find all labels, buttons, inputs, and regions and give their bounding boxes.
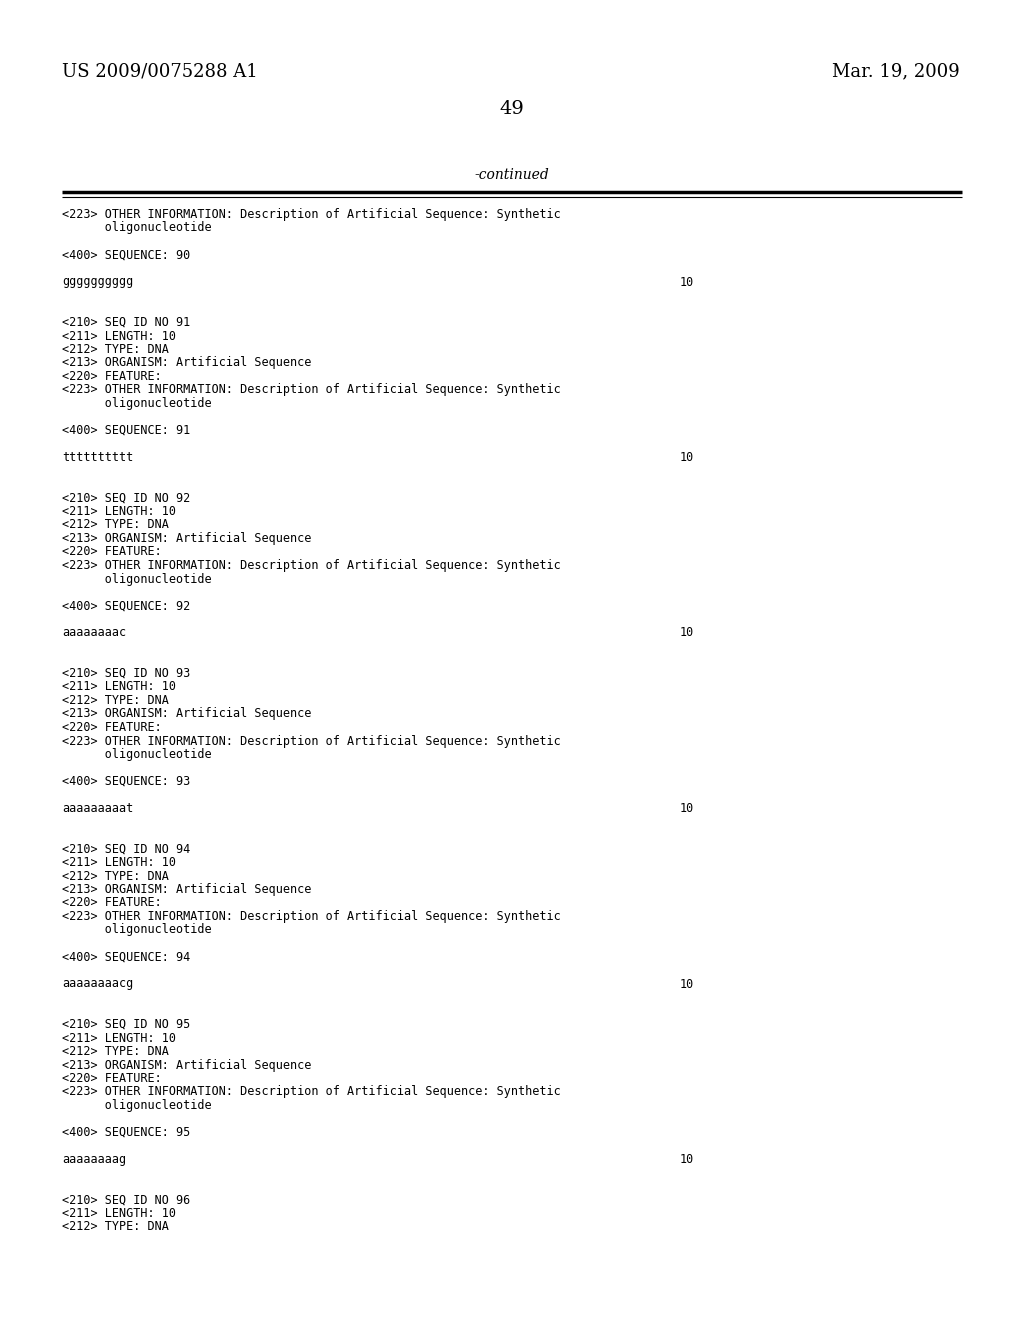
Text: <400> SEQUENCE: 91: <400> SEQUENCE: 91 xyxy=(62,424,190,437)
Text: 10: 10 xyxy=(680,978,694,990)
Text: <223> OTHER INFORMATION: Description of Artificial Sequence: Synthetic: <223> OTHER INFORMATION: Description of … xyxy=(62,1085,561,1098)
Text: <210> SEQ ID NO 94: <210> SEQ ID NO 94 xyxy=(62,842,190,855)
Text: aaaaaaaacg: aaaaaaaacg xyxy=(62,978,133,990)
Text: <223> OTHER INFORMATION: Description of Artificial Sequence: Synthetic: <223> OTHER INFORMATION: Description of … xyxy=(62,558,561,572)
Text: <212> TYPE: DNA: <212> TYPE: DNA xyxy=(62,343,169,356)
Text: <223> OTHER INFORMATION: Description of Artificial Sequence: Synthetic: <223> OTHER INFORMATION: Description of … xyxy=(62,909,561,923)
Text: oligonucleotide: oligonucleotide xyxy=(62,222,212,235)
Text: -continued: -continued xyxy=(475,168,549,182)
Text: <210> SEQ ID NO 91: <210> SEQ ID NO 91 xyxy=(62,315,190,329)
Text: <212> TYPE: DNA: <212> TYPE: DNA xyxy=(62,1221,169,1233)
Text: <400> SEQUENCE: 93: <400> SEQUENCE: 93 xyxy=(62,775,190,788)
Text: <210> SEQ ID NO 93: <210> SEQ ID NO 93 xyxy=(62,667,190,680)
Text: <210> SEQ ID NO 92: <210> SEQ ID NO 92 xyxy=(62,491,190,504)
Text: aaaaaaaag: aaaaaaaag xyxy=(62,1152,126,1166)
Text: <400> SEQUENCE: 94: <400> SEQUENCE: 94 xyxy=(62,950,190,964)
Text: <213> ORGANISM: Artificial Sequence: <213> ORGANISM: Artificial Sequence xyxy=(62,883,311,896)
Text: 49: 49 xyxy=(500,100,524,117)
Text: <220> FEATURE:: <220> FEATURE: xyxy=(62,1072,162,1085)
Text: 10: 10 xyxy=(680,451,694,465)
Text: <212> TYPE: DNA: <212> TYPE: DNA xyxy=(62,870,169,883)
Text: oligonucleotide: oligonucleotide xyxy=(62,748,212,762)
Text: gggggggggg: gggggggggg xyxy=(62,276,133,289)
Text: oligonucleotide: oligonucleotide xyxy=(62,924,212,936)
Text: oligonucleotide: oligonucleotide xyxy=(62,1100,212,1111)
Text: 10: 10 xyxy=(680,276,694,289)
Text: <223> OTHER INFORMATION: Description of Artificial Sequence: Synthetic: <223> OTHER INFORMATION: Description of … xyxy=(62,209,561,220)
Text: <400> SEQUENCE: 92: <400> SEQUENCE: 92 xyxy=(62,599,190,612)
Text: <211> LENGTH: 10: <211> LENGTH: 10 xyxy=(62,681,176,693)
Text: 10: 10 xyxy=(680,1152,694,1166)
Text: <220> FEATURE:: <220> FEATURE: xyxy=(62,896,162,909)
Text: <212> TYPE: DNA: <212> TYPE: DNA xyxy=(62,519,169,532)
Text: 10: 10 xyxy=(680,627,694,639)
Text: <400> SEQUENCE: 90: <400> SEQUENCE: 90 xyxy=(62,248,190,261)
Text: <220> FEATURE:: <220> FEATURE: xyxy=(62,370,162,383)
Text: <220> FEATURE:: <220> FEATURE: xyxy=(62,545,162,558)
Text: Mar. 19, 2009: Mar. 19, 2009 xyxy=(833,62,961,81)
Text: <211> LENGTH: 10: <211> LENGTH: 10 xyxy=(62,330,176,342)
Text: <211> LENGTH: 10: <211> LENGTH: 10 xyxy=(62,1031,176,1044)
Text: <212> TYPE: DNA: <212> TYPE: DNA xyxy=(62,1045,169,1059)
Text: <223> OTHER INFORMATION: Description of Artificial Sequence: Synthetic: <223> OTHER INFORMATION: Description of … xyxy=(62,384,561,396)
Text: aaaaaaaaat: aaaaaaaaat xyxy=(62,803,133,814)
Text: <213> ORGANISM: Artificial Sequence: <213> ORGANISM: Artificial Sequence xyxy=(62,1059,311,1072)
Text: <223> OTHER INFORMATION: Description of Artificial Sequence: Synthetic: <223> OTHER INFORMATION: Description of … xyxy=(62,734,561,747)
Text: <211> LENGTH: 10: <211> LENGTH: 10 xyxy=(62,1206,176,1220)
Text: oligonucleotide: oligonucleotide xyxy=(62,397,212,411)
Text: <211> LENGTH: 10: <211> LENGTH: 10 xyxy=(62,506,176,517)
Text: oligonucleotide: oligonucleotide xyxy=(62,573,212,586)
Text: <210> SEQ ID NO 96: <210> SEQ ID NO 96 xyxy=(62,1193,190,1206)
Text: <213> ORGANISM: Artificial Sequence: <213> ORGANISM: Artificial Sequence xyxy=(62,708,311,721)
Text: <400> SEQUENCE: 95: <400> SEQUENCE: 95 xyxy=(62,1126,190,1139)
Text: <212> TYPE: DNA: <212> TYPE: DNA xyxy=(62,694,169,708)
Text: <213> ORGANISM: Artificial Sequence: <213> ORGANISM: Artificial Sequence xyxy=(62,532,311,545)
Text: <211> LENGTH: 10: <211> LENGTH: 10 xyxy=(62,855,176,869)
Text: <210> SEQ ID NO 95: <210> SEQ ID NO 95 xyxy=(62,1018,190,1031)
Text: aaaaaaaac: aaaaaaaac xyxy=(62,627,126,639)
Text: tttttttttt: tttttttttt xyxy=(62,451,133,465)
Text: 10: 10 xyxy=(680,803,694,814)
Text: <220> FEATURE:: <220> FEATURE: xyxy=(62,721,162,734)
Text: <213> ORGANISM: Artificial Sequence: <213> ORGANISM: Artificial Sequence xyxy=(62,356,311,370)
Text: US 2009/0075288 A1: US 2009/0075288 A1 xyxy=(62,62,258,81)
